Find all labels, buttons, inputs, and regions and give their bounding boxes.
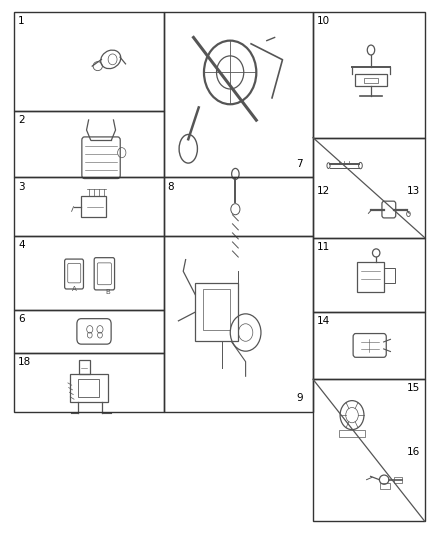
Text: 7: 7 xyxy=(295,159,302,169)
Bar xyxy=(163,236,312,411)
Text: 1: 1 xyxy=(18,16,25,26)
Bar xyxy=(379,483,389,489)
Bar xyxy=(14,111,163,177)
Text: 11: 11 xyxy=(316,242,329,252)
Bar xyxy=(14,310,163,353)
Bar xyxy=(78,379,99,397)
Bar xyxy=(312,238,424,312)
Text: 14: 14 xyxy=(316,316,329,326)
Text: 8: 8 xyxy=(167,182,173,192)
Text: 15: 15 xyxy=(406,384,419,393)
Text: 9: 9 xyxy=(295,393,302,403)
Bar xyxy=(312,312,424,379)
Bar xyxy=(70,374,108,401)
Text: B: B xyxy=(106,288,110,295)
Bar xyxy=(14,12,163,111)
Text: 13: 13 xyxy=(406,185,419,196)
Text: 16: 16 xyxy=(406,447,419,457)
Bar xyxy=(163,12,312,177)
Bar xyxy=(338,431,364,437)
Bar xyxy=(203,289,229,329)
Text: 18: 18 xyxy=(18,357,31,367)
Bar xyxy=(14,177,163,236)
Bar xyxy=(384,268,394,282)
Bar xyxy=(195,283,238,341)
Text: 6: 6 xyxy=(18,314,25,324)
Bar xyxy=(312,12,424,138)
Bar xyxy=(312,379,424,521)
Bar xyxy=(163,177,312,236)
Bar xyxy=(14,236,163,310)
Bar xyxy=(81,197,106,217)
Bar xyxy=(312,138,424,238)
Text: 4: 4 xyxy=(18,240,25,250)
Text: 3: 3 xyxy=(18,182,25,192)
Text: A: A xyxy=(71,286,76,292)
Text: 12: 12 xyxy=(316,185,329,196)
Bar xyxy=(393,477,401,482)
Text: 2: 2 xyxy=(18,116,25,125)
Bar xyxy=(356,262,384,292)
Text: 10: 10 xyxy=(316,16,329,26)
Bar xyxy=(355,74,386,86)
Bar xyxy=(78,360,90,374)
Bar xyxy=(364,77,377,83)
Bar xyxy=(14,353,163,411)
